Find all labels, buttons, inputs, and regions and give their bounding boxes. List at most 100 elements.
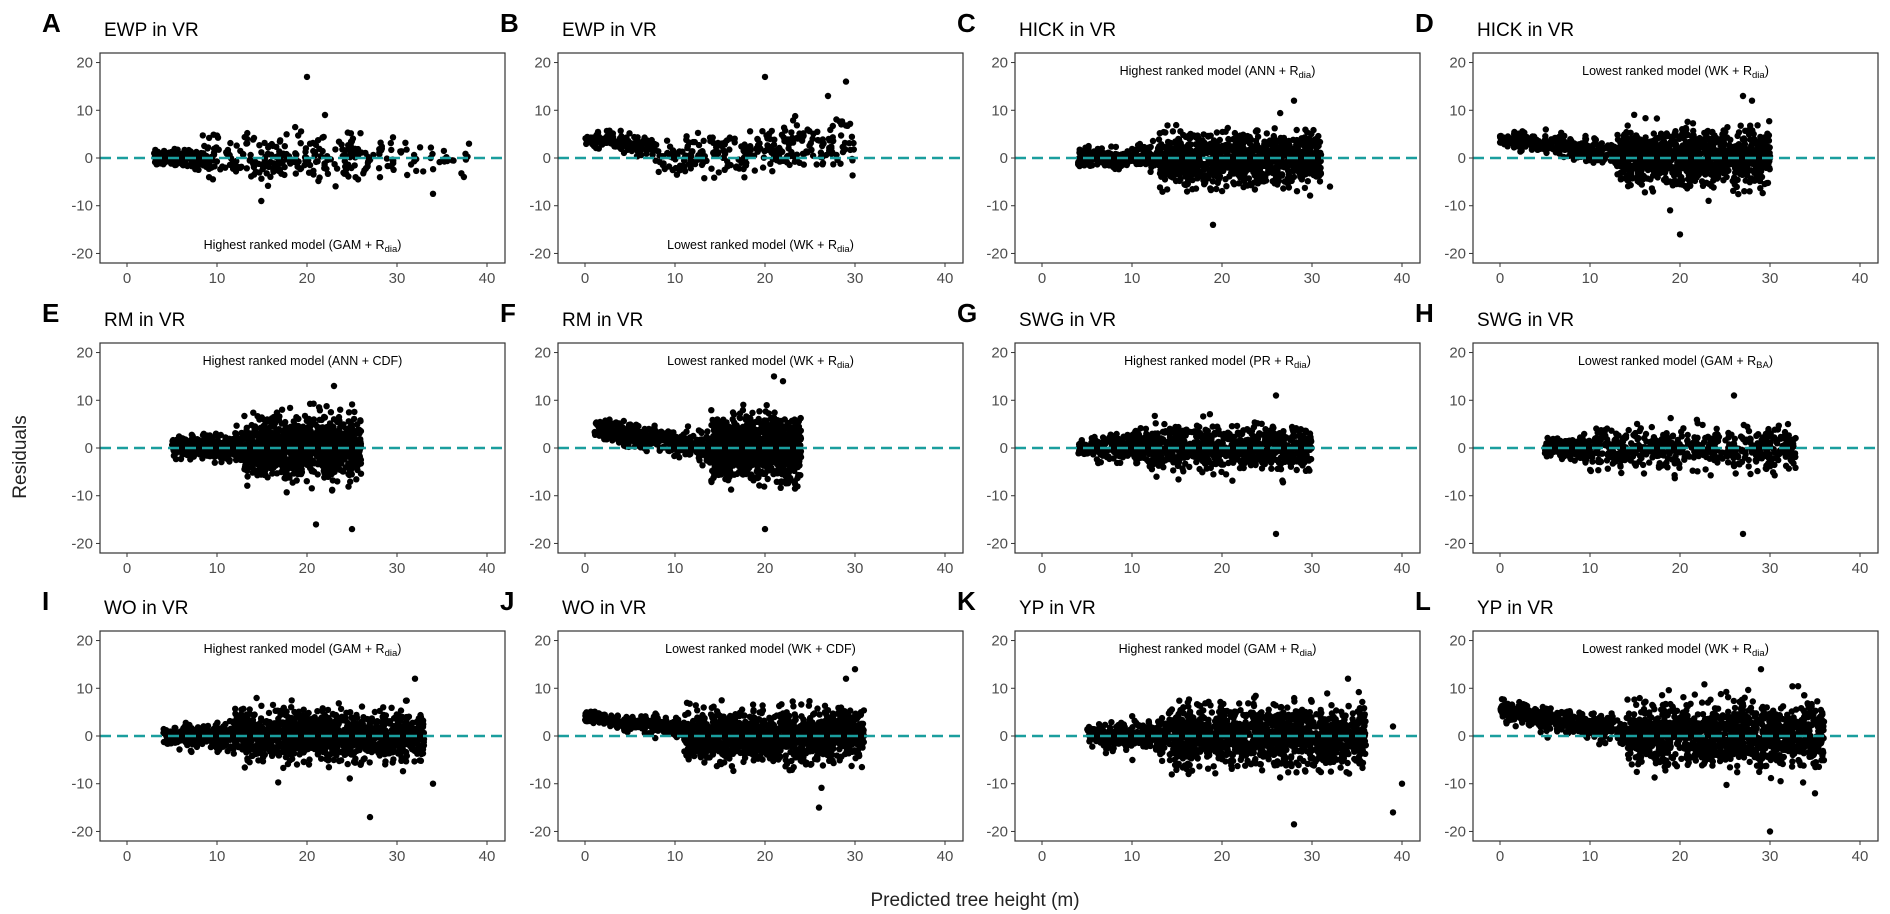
data-point [247, 151, 254, 159]
data-point [814, 128, 821, 135]
data-point [303, 478, 310, 485]
data-point [427, 144, 435, 151]
data-point [1235, 180, 1243, 187]
data-point [1301, 184, 1309, 192]
data-point [1740, 136, 1748, 144]
panel-letter: D [1415, 8, 1434, 38]
data-point [348, 401, 356, 408]
data-point [1671, 138, 1678, 145]
data-point [699, 148, 706, 155]
data-point [390, 166, 397, 173]
data-point [700, 137, 707, 144]
data-point [384, 162, 391, 170]
data-point [1636, 136, 1644, 143]
data-point [1737, 166, 1744, 173]
data-point [248, 421, 255, 429]
data-point [1757, 185, 1764, 192]
data-point [1200, 160, 1207, 168]
x-tick-label: 20 [299, 270, 316, 287]
data-point [1147, 143, 1154, 151]
data-point [849, 172, 856, 179]
data-point [239, 151, 247, 158]
data-point [265, 144, 272, 151]
data-point [1246, 140, 1254, 147]
data-point [1614, 131, 1621, 139]
outlier-point [1290, 97, 1298, 104]
data-point [1190, 132, 1198, 139]
data-point [180, 446, 187, 453]
data-point [1207, 132, 1214, 139]
data-point [322, 469, 330, 476]
data-point [1213, 185, 1220, 193]
data-point [1525, 136, 1533, 144]
data-point [1627, 129, 1634, 136]
data-point [837, 132, 845, 139]
data-point [695, 141, 703, 149]
data-point [388, 146, 395, 154]
data-point [1516, 138, 1523, 145]
data-point [751, 167, 758, 174]
data-point [1210, 137, 1218, 144]
data-point [1219, 128, 1226, 136]
y-tick-label: 20 [76, 55, 93, 72]
data-point [1108, 143, 1115, 150]
data-point [345, 483, 352, 490]
data-point [819, 161, 826, 168]
data-point [713, 144, 720, 151]
data-point [172, 455, 180, 463]
data-point [329, 427, 336, 435]
data-point [681, 168, 689, 175]
data-point [231, 446, 238, 453]
data-point [436, 158, 443, 166]
data-point [1107, 150, 1114, 157]
data-point [1115, 166, 1123, 173]
data-point [184, 162, 191, 170]
data-point [1696, 168, 1703, 175]
data-point [1558, 129, 1565, 136]
data-point [1247, 148, 1254, 156]
data-point [172, 161, 180, 168]
data-point [1206, 141, 1213, 148]
data-point [301, 161, 308, 169]
data-point [746, 128, 754, 135]
data-point [233, 437, 240, 444]
data-point [1165, 140, 1172, 148]
data-point [1696, 134, 1703, 142]
data-point [324, 170, 332, 177]
data-point [244, 135, 251, 143]
data-point [813, 161, 820, 168]
data-point [171, 450, 178, 457]
data-point [191, 151, 198, 158]
y-tick-label: 10 [1449, 102, 1466, 119]
data-point [1649, 188, 1657, 195]
data-point [1604, 151, 1611, 158]
data-point [606, 127, 613, 134]
data-point [1739, 171, 1746, 178]
data-point [1295, 157, 1303, 165]
data-point [1269, 178, 1276, 185]
data-point [1679, 158, 1686, 166]
data-point [1245, 166, 1252, 173]
data-point [176, 151, 184, 158]
data-point [800, 130, 807, 137]
data-point [315, 177, 322, 185]
data-point [1746, 188, 1753, 195]
data-point [1179, 155, 1186, 162]
data-point [1177, 128, 1184, 135]
data-point [1719, 136, 1726, 143]
x-tick-label: 30 [1304, 270, 1321, 287]
data-point [1131, 146, 1138, 154]
data-point [227, 139, 234, 147]
data-point [1691, 159, 1698, 166]
data-point [276, 150, 283, 158]
data-point [1666, 162, 1674, 170]
data-point [1626, 162, 1633, 170]
outlier-point [303, 73, 311, 81]
data-point [1285, 179, 1292, 186]
data-point [669, 166, 676, 174]
data-point [828, 145, 835, 152]
panel-letter: E [42, 298, 59, 328]
panel-title: HICK in VR [1019, 20, 1116, 41]
